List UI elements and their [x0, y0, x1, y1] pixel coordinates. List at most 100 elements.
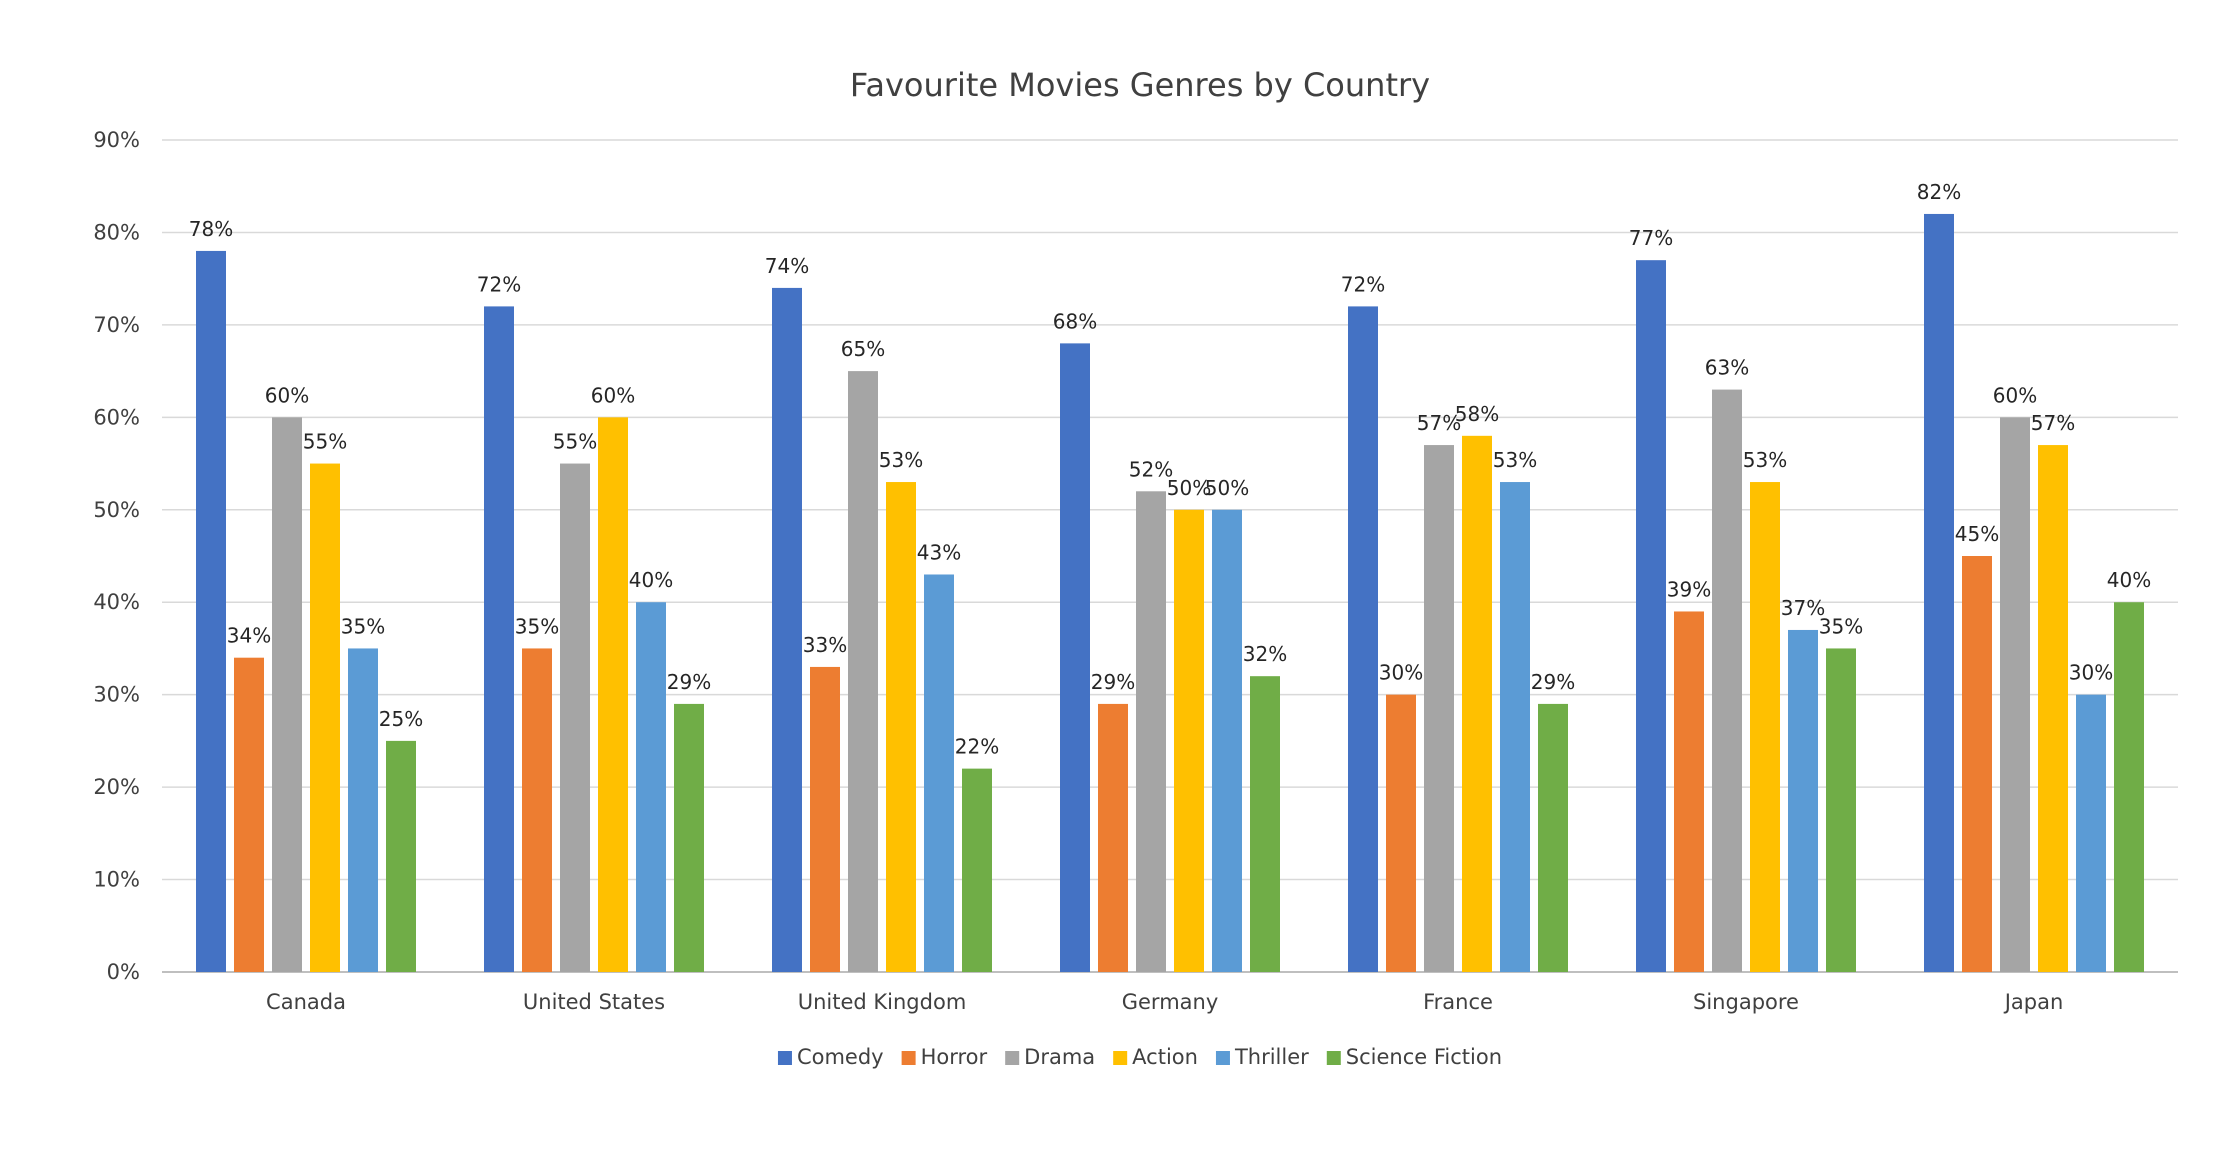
y-tick-label: 40%: [93, 590, 140, 614]
gridlines: [162, 139, 2178, 973]
data-label: 35%: [1819, 614, 1863, 638]
legend-swatch: [1005, 1051, 1020, 1065]
legend-item: Comedy: [777, 1045, 884, 1069]
bar-horror: [1674, 611, 1704, 972]
bar-comedy: [1348, 306, 1378, 972]
legend-label: Comedy: [797, 1045, 884, 1069]
bar-drama: [1712, 389, 1742, 973]
data-label: 74%: [765, 254, 809, 278]
data-label: 43%: [917, 540, 961, 564]
legend-item: Horror: [901, 1045, 988, 1069]
y-tick-label: 10%: [93, 868, 140, 892]
data-label: 29%: [1531, 670, 1575, 694]
bar-science-fiction: [962, 768, 992, 972]
y-tick-label: 30%: [93, 683, 140, 707]
x-tick-label: Singapore: [1693, 990, 1799, 1014]
y-tick-label: 80%: [93, 220, 140, 244]
data-label: 29%: [667, 670, 711, 694]
bar-horror: [1098, 703, 1128, 972]
bar-science-fiction: [1826, 648, 1856, 972]
legend: Comedy Horror Drama Action Thriller Science F…: [777, 1045, 1502, 1069]
data-label: 22%: [955, 735, 999, 759]
bar-drama: [272, 417, 302, 972]
data-label: 58%: [1455, 402, 1499, 426]
legend-swatch: [1113, 1051, 1128, 1065]
data-label: 72%: [477, 272, 521, 296]
data-label: 53%: [879, 448, 923, 472]
bar-science-fiction: [1250, 676, 1280, 972]
data-label: 63%: [1705, 356, 1749, 380]
legend-item: Action: [1113, 1045, 1198, 1069]
y-tick-label: 0%: [107, 960, 140, 984]
data-label: 40%: [629, 568, 673, 592]
data-label: 33%: [803, 633, 847, 657]
data-label: 34%: [227, 624, 271, 648]
bar-thriller: [1788, 629, 1818, 972]
bar-comedy: [772, 287, 802, 972]
bar-drama: [560, 463, 590, 972]
legend-label: Science Fiction: [1346, 1045, 1502, 1069]
data-label: 53%: [1493, 448, 1537, 472]
data-label: 50%: [1167, 476, 1211, 500]
bar-horror: [1386, 694, 1416, 972]
legend-swatch: [901, 1051, 916, 1065]
data-labels: 78% 34% 60% 55% 35% 25% 72% 35% 55% 60% 40% 29% 74% 3…: [189, 180, 2151, 759]
data-label: 37%: [1781, 596, 1825, 620]
bar-thriller: [924, 574, 954, 972]
bar-science-fiction: [674, 703, 704, 972]
bar-action: [1462, 435, 1492, 972]
y-tick-label: 60%: [93, 405, 140, 429]
bar-thriller: [2076, 694, 2106, 972]
data-label: 39%: [1667, 577, 1711, 601]
bar-horror: [522, 648, 552, 972]
data-label: 57%: [2031, 411, 2075, 435]
bar-science-fiction: [386, 740, 416, 972]
data-label: 40%: [2107, 568, 2151, 592]
data-label: 52%: [1129, 457, 1173, 481]
y-tick-label: 20%: [93, 775, 140, 799]
chart-title: Favourite Movies Genres by Country: [850, 66, 1430, 104]
legend-item: Thriller: [1215, 1045, 1309, 1069]
x-tick-label: United States: [523, 990, 665, 1014]
x-tick-label: United Kingdom: [798, 990, 967, 1014]
bar-thriller: [1212, 509, 1242, 972]
bar-drama: [848, 371, 878, 973]
data-label: 35%: [515, 614, 559, 638]
bar-action: [2038, 445, 2068, 973]
bar-drama: [1424, 445, 1454, 973]
bar-action: [1174, 509, 1204, 972]
legend-label: Thriller: [1234, 1045, 1309, 1069]
x-axis: Canada United States United Kingdom Germany…: [266, 990, 2063, 1014]
data-label: 29%: [1091, 670, 1135, 694]
bar-action: [598, 417, 628, 972]
bar-horror: [1962, 556, 1992, 972]
legend-swatch: [1215, 1051, 1230, 1065]
data-label: 72%: [1341, 272, 1385, 296]
y-tick-label: 70%: [93, 313, 140, 337]
bar-comedy: [1060, 343, 1090, 972]
bar-comedy: [196, 250, 226, 972]
data-label: 60%: [265, 383, 309, 407]
data-label: 82%: [1917, 180, 1961, 204]
bar-horror: [810, 666, 840, 972]
data-label: 55%: [303, 430, 347, 454]
legend-swatch: [1326, 1051, 1341, 1065]
x-tick-label: Japan: [2003, 990, 2064, 1014]
x-tick-label: Germany: [1122, 990, 1219, 1014]
data-label: 45%: [1955, 522, 1999, 546]
data-label: 60%: [1993, 383, 2037, 407]
data-label: 60%: [591, 383, 635, 407]
data-label: 68%: [1053, 309, 1097, 333]
data-label: 57%: [1417, 411, 1461, 435]
bar-drama: [2000, 417, 2030, 972]
data-label: 78%: [189, 217, 233, 241]
bar-comedy: [1924, 213, 1954, 972]
data-label: 25%: [379, 707, 423, 731]
bar-thriller: [348, 648, 378, 972]
legend-label: Action: [1132, 1045, 1198, 1069]
bar-comedy: [1636, 260, 1666, 973]
data-label: 35%: [341, 614, 385, 638]
data-label: 32%: [1243, 642, 1287, 666]
